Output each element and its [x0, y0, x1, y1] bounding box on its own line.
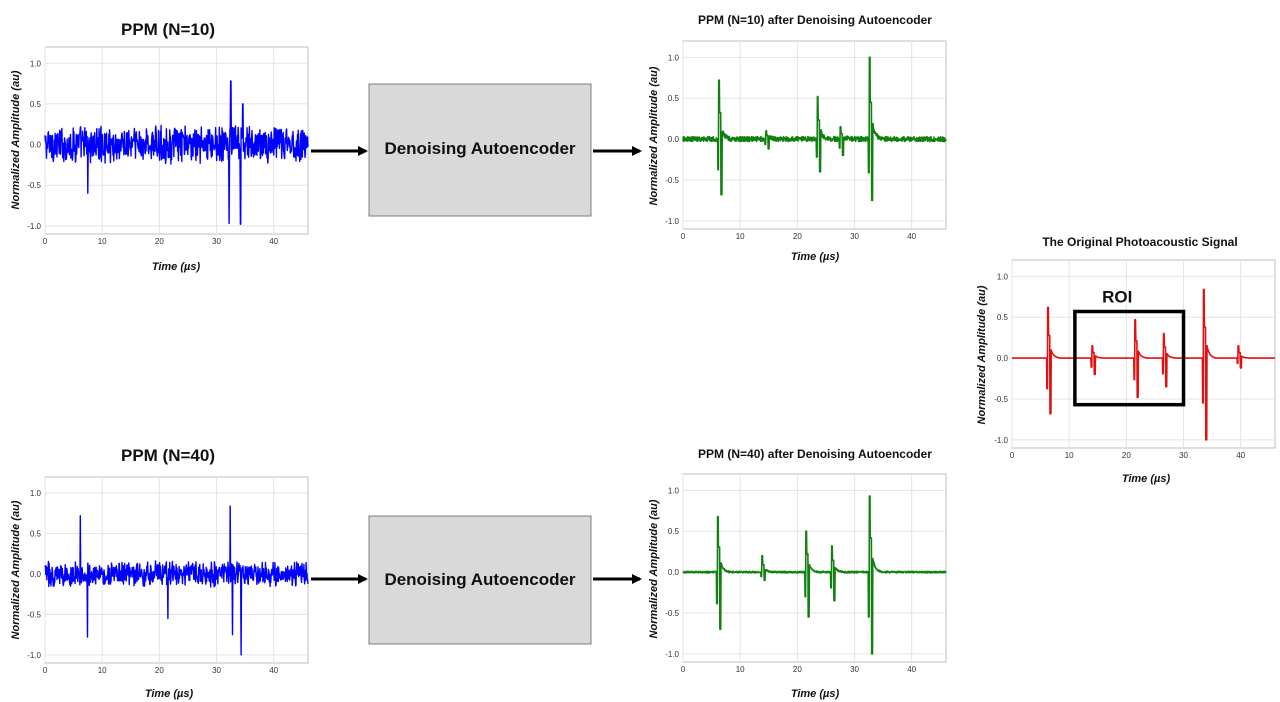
- y-axis-label: Normalized Amplitude (au): [10, 70, 22, 209]
- x-axis-label: Time (µs): [791, 688, 840, 700]
- plot-frame: [1011, 259, 1276, 449]
- autoencoder-box-top-rect: [368, 83, 592, 217]
- y-tick-label: 0.0: [668, 568, 680, 577]
- plot-area: 0 10 20 30 40 -1.0 -0.5 0.0 0.5 1.0: [665, 40, 947, 241]
- x-tick-label: 40: [1236, 451, 1245, 460]
- x-axis-label: Time (µs): [791, 251, 840, 263]
- x-tick-label: 0: [43, 666, 48, 675]
- chart-ppm-n10: PPM (N=10) 0 10 20 30 40 -1.0 -0.5 0.0 0.5 1.0 No…: [10, 20, 309, 273]
- y-tick-label: 1.0: [668, 53, 680, 62]
- x-tick-label: 40: [907, 232, 916, 241]
- signal-line: [44, 505, 309, 656]
- y-tick-label: 0.5: [668, 527, 680, 536]
- y-axis-label: Normalized Amplitude (au): [976, 285, 988, 424]
- x-axis-label: Time (µs): [1122, 473, 1171, 485]
- chart-denoised-n40: PPM (N=40) after Denoising Autoencoder 0…: [648, 447, 947, 700]
- x-tick-label: 20: [155, 237, 164, 246]
- autoencoder-box-label: Denoising Autoencoder: [384, 570, 575, 589]
- x-tick-label: 30: [850, 665, 859, 674]
- x-tick-label: 20: [793, 232, 802, 241]
- chart-title: PPM (N=10) after Denoising Autoencoder: [698, 13, 932, 27]
- y-tick-label: -0.5: [27, 181, 41, 190]
- chart-title: PPM (N=10): [121, 20, 215, 39]
- autoencoder-box-label: Denoising Autoencoder: [384, 139, 575, 158]
- y-tick-label: 1.0: [997, 272, 1009, 281]
- y-tick-label: -0.5: [665, 176, 679, 185]
- plot-area: 0 10 20 30 40 -1.0 -0.5 0.0 0.5 1.0: [27, 46, 309, 246]
- y-tick-label: 0.5: [668, 94, 680, 103]
- y-axis-label: Normalized Amplitude (au): [10, 500, 22, 639]
- chart-denoised-n10: PPM (N=10) after Denoising Autoencoder 0…: [648, 13, 947, 263]
- x-tick-label: 40: [907, 665, 916, 674]
- y-tick-label: 1.0: [30, 489, 42, 498]
- x-axis-label: Time (µs): [152, 261, 201, 273]
- chart-original-signal: The Original Photoacoustic Signal 0 10 20 3…: [976, 235, 1276, 485]
- chart-title: The Original Photoacoustic Signal: [1042, 235, 1237, 249]
- y-tick-label: -1.0: [27, 222, 41, 231]
- y-tick-label: 1.0: [668, 486, 680, 495]
- plot-area: 0 10 20 30 40 -1.0 -0.5 0.0 0.5 1.0: [27, 476, 309, 675]
- x-tick-label: 30: [1179, 451, 1188, 460]
- y-tick-label: 0.5: [30, 530, 42, 539]
- x-tick-label: 20: [1122, 451, 1131, 460]
- chart-ppm-n40: PPM (N=40) 0 10 20 30 40 -1.0 -0.5 0.0 0.5 1.0 No…: [10, 446, 309, 700]
- roi-annotation: ROI: [1073, 287, 1186, 407]
- x-tick-label: 0: [681, 232, 686, 241]
- roi-box: [1073, 309, 1186, 407]
- y-tick-label: -1.0: [27, 651, 41, 660]
- x-tick-label: 0: [1010, 451, 1015, 460]
- y-tick-label: 0.5: [30, 100, 42, 109]
- autoencoder-box-bottom-rect: [368, 515, 592, 645]
- y-tick-label: -1.0: [994, 436, 1008, 445]
- y-tick-label: 0.0: [668, 135, 680, 144]
- plot-frame: [682, 473, 947, 663]
- y-tick-label: -1.0: [665, 217, 679, 226]
- y-axis-label: Normalized Amplitude (au): [648, 66, 660, 205]
- y-tick-label: 0.5: [997, 313, 1009, 322]
- y-tick-label: 0.0: [30, 570, 42, 579]
- y-tick-label: 1.0: [30, 59, 42, 68]
- x-tick-label: 10: [98, 237, 107, 246]
- x-tick-label: 30: [850, 232, 859, 241]
- y-tick-label: -1.0: [665, 650, 679, 659]
- x-tick-label: 30: [212, 666, 221, 675]
- x-tick-label: 40: [269, 666, 278, 675]
- plot-area: 0 10 20 30 40 -1.0 -0.5 0.0 0.5 1.0: [994, 259, 1276, 460]
- x-tick-label: 10: [1065, 451, 1074, 460]
- plot-area: 0 10 20 30 40 -1.0 -0.5 0.0 0.5 1.0: [665, 473, 947, 674]
- y-tick-label: 0.0: [997, 354, 1009, 363]
- x-tick-label: 0: [43, 237, 48, 246]
- x-tick-label: 10: [736, 232, 745, 241]
- x-tick-label: 10: [736, 665, 745, 674]
- x-tick-label: 30: [212, 237, 221, 246]
- autoencoder-box-top: Denoising Autoencoder: [368, 83, 592, 217]
- y-tick-label: -0.5: [994, 395, 1008, 404]
- roi-label: ROI: [1102, 287, 1132, 306]
- signal-line: [682, 495, 947, 655]
- signal-line: [1011, 288, 1276, 441]
- y-tick-label: 0.0: [30, 141, 42, 150]
- x-tick-label: 0: [681, 665, 686, 674]
- x-tick-label: 10: [98, 666, 107, 675]
- x-tick-label: 20: [793, 665, 802, 674]
- chart-title: PPM (N=40): [121, 446, 215, 465]
- x-tick-label: 20: [155, 666, 164, 675]
- signal-line: [682, 56, 947, 202]
- autoencoder-box-bottom: Denoising Autoencoder: [368, 515, 592, 645]
- y-axis-label: Normalized Amplitude (au): [648, 499, 660, 638]
- x-tick-label: 40: [269, 237, 278, 246]
- x-axis-label: Time (µs): [145, 688, 194, 700]
- chart-title: PPM (N=40) after Denoising Autoencoder: [698, 447, 932, 461]
- y-tick-label: -0.5: [665, 609, 679, 618]
- y-tick-label: -0.5: [27, 610, 41, 619]
- signal-line: [44, 80, 309, 225]
